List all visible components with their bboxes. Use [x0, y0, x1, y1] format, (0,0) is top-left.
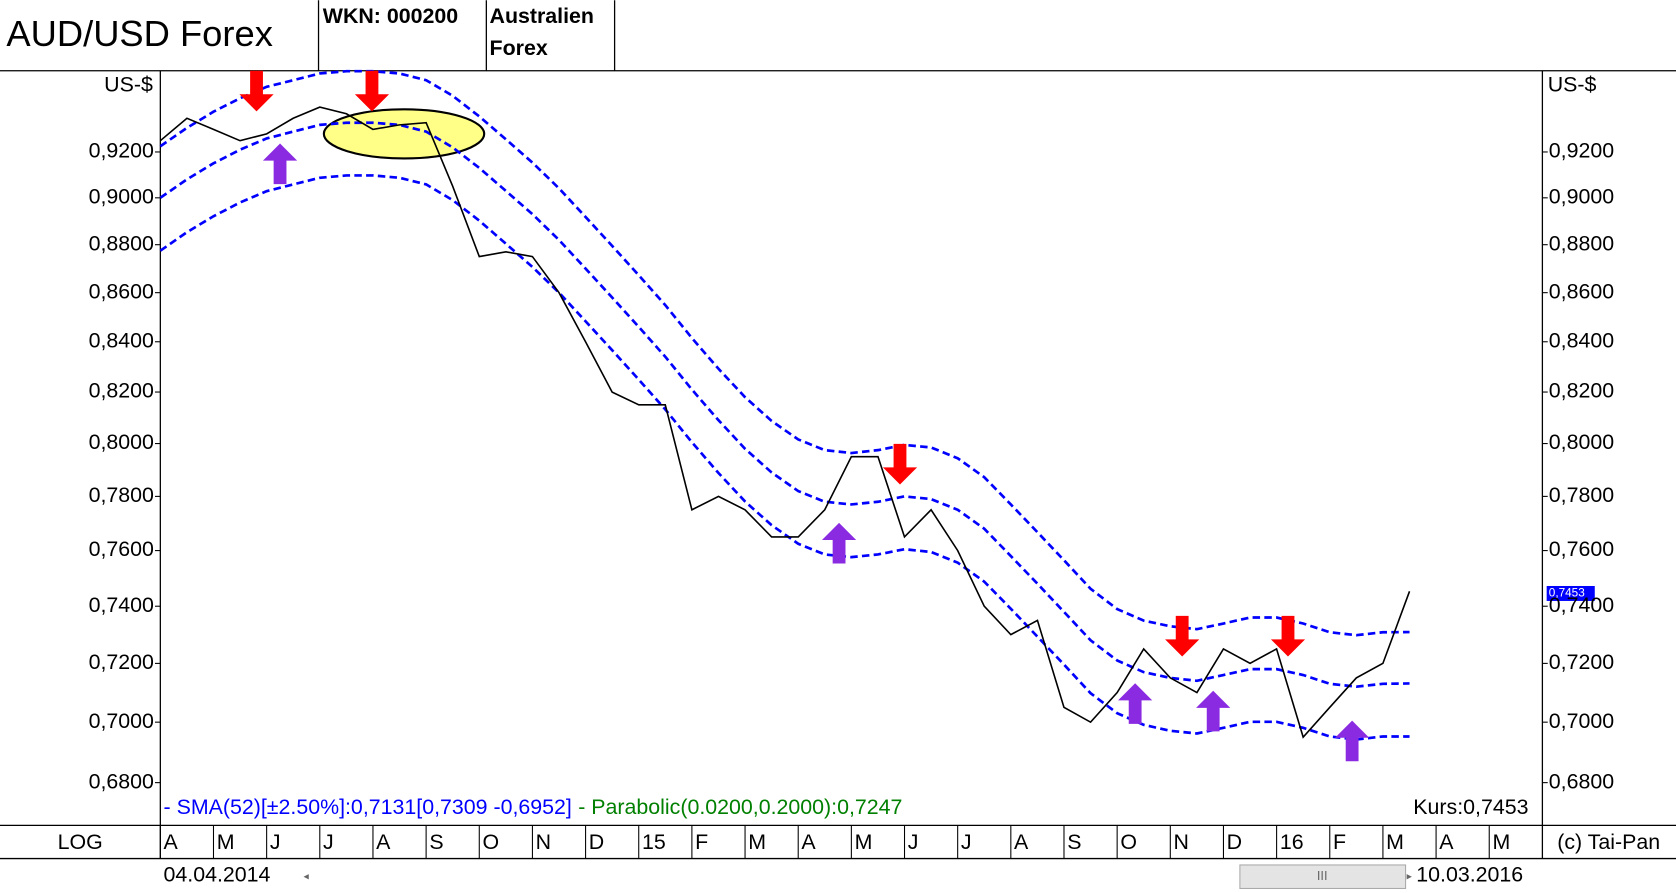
y-tick-label: 0,9000 — [89, 184, 154, 208]
y-tick-label: 0,6800 — [89, 769, 154, 793]
name-line: Australien — [490, 4, 594, 28]
y2-tick-label: 0,8000 — [1549, 430, 1614, 454]
legend-entry: - SMA(52)[±2.50%]:0,7131[0,7309 -0,6952] — [164, 795, 572, 819]
x-tick-label: M — [1492, 830, 1510, 854]
x-tick-label: M — [1386, 830, 1404, 854]
x-tick-label: J — [961, 830, 972, 854]
y2-tick-label: 0,6800 — [1549, 769, 1614, 793]
scrollbar[interactable] — [1239, 864, 1407, 890]
x-tick-label: A — [376, 830, 391, 854]
y-tick-label: 0,7400 — [89, 593, 154, 617]
x-tick-label: A — [1014, 830, 1029, 854]
x-tick-label: M — [748, 830, 766, 854]
scroll-left[interactable]: ◂ — [304, 871, 310, 883]
y-tick-label: 0,7000 — [89, 709, 154, 733]
copyright: (c) Tai-Pan — [1557, 830, 1660, 854]
y2-tick-label: 0,7000 — [1549, 709, 1614, 733]
price-tag-box — [1546, 585, 1595, 601]
x-tick-label: A — [1439, 830, 1454, 854]
y-tick-label: 0,8000 — [89, 430, 154, 454]
x-tick-label: S — [1067, 830, 1081, 854]
x-tick-label: J — [270, 830, 281, 854]
parabolic-annotation: - Parabolic(0.0200,0.2000):0,7247 — [578, 795, 902, 819]
x-tick-label: 16 — [1280, 830, 1304, 854]
y-tick-label: 0,8200 — [89, 379, 154, 403]
x-tick-label: D — [589, 830, 604, 854]
x-tick-label: F — [695, 830, 708, 854]
wkn: WKN: 000200 — [323, 4, 458, 28]
y2-tick-label: 0,8600 — [1549, 279, 1614, 303]
x-tick-label: M — [217, 830, 235, 854]
x-tick-label: N — [1174, 830, 1189, 854]
price-tag: 0,7453 — [1549, 587, 1585, 600]
y2-tick-label: 0,8400 — [1549, 328, 1614, 352]
series-line — [159, 121, 1410, 689]
x-tick-label: A — [164, 830, 179, 854]
x-tick-label: F — [1333, 830, 1346, 854]
y-tick-label: 0,9200 — [89, 139, 154, 163]
y-axis-label: US-$ — [104, 72, 153, 96]
x-tick-label: J — [323, 830, 334, 854]
y2-tick-label: 0,7600 — [1549, 537, 1614, 561]
series-line — [159, 106, 1411, 739]
series-line — [159, 174, 1410, 741]
y2-axis-label: US-$ — [1548, 72, 1597, 96]
scroll-right[interactable]: ▸ — [1407, 871, 1413, 883]
current-price: Kurs:0,7453 — [1413, 795, 1528, 819]
y2-tick-label: 0,9000 — [1549, 184, 1614, 208]
end-date: 10.03.2016 — [1416, 862, 1523, 886]
y2-tick-label: 0,8800 — [1549, 231, 1614, 255]
start-date: 04.04.2014 — [164, 862, 271, 886]
y2-tick-label: 0,7400 — [1549, 593, 1614, 617]
scale-mode: LOG — [58, 830, 103, 854]
y2-tick-label: 0,9200 — [1549, 139, 1614, 163]
y-tick-label: 0,7200 — [89, 650, 154, 674]
x-tick-label: O — [1120, 830, 1137, 854]
y2-tick-label: 0,7800 — [1549, 483, 1614, 507]
scrollbar-grip: III — [1317, 868, 1328, 883]
y2-tick-label: 0,7200 — [1549, 650, 1614, 674]
x-tick-label: M — [855, 830, 873, 854]
x-tick-label: 15 — [642, 830, 666, 854]
x-tick-label: A — [801, 830, 816, 854]
x-tick-label: J — [908, 830, 919, 854]
y2-tick-label: 0,8200 — [1549, 379, 1614, 403]
y-tick-label: 0,7600 — [89, 537, 154, 561]
y-tick-label: 0,8800 — [89, 231, 154, 255]
name-line: Forex — [490, 36, 548, 60]
title: AUD/USD Forex — [6, 13, 272, 54]
highlight-ellipse — [322, 108, 486, 160]
x-tick-label: S — [429, 830, 443, 854]
x-tick-label: N — [536, 830, 551, 854]
x-tick-label: D — [1227, 830, 1242, 854]
y-tick-label: 0,8400 — [89, 328, 154, 352]
y-tick-label: 0,7800 — [89, 483, 154, 507]
y-tick-label: 0,8600 — [89, 279, 154, 303]
x-tick-label: O — [482, 830, 499, 854]
